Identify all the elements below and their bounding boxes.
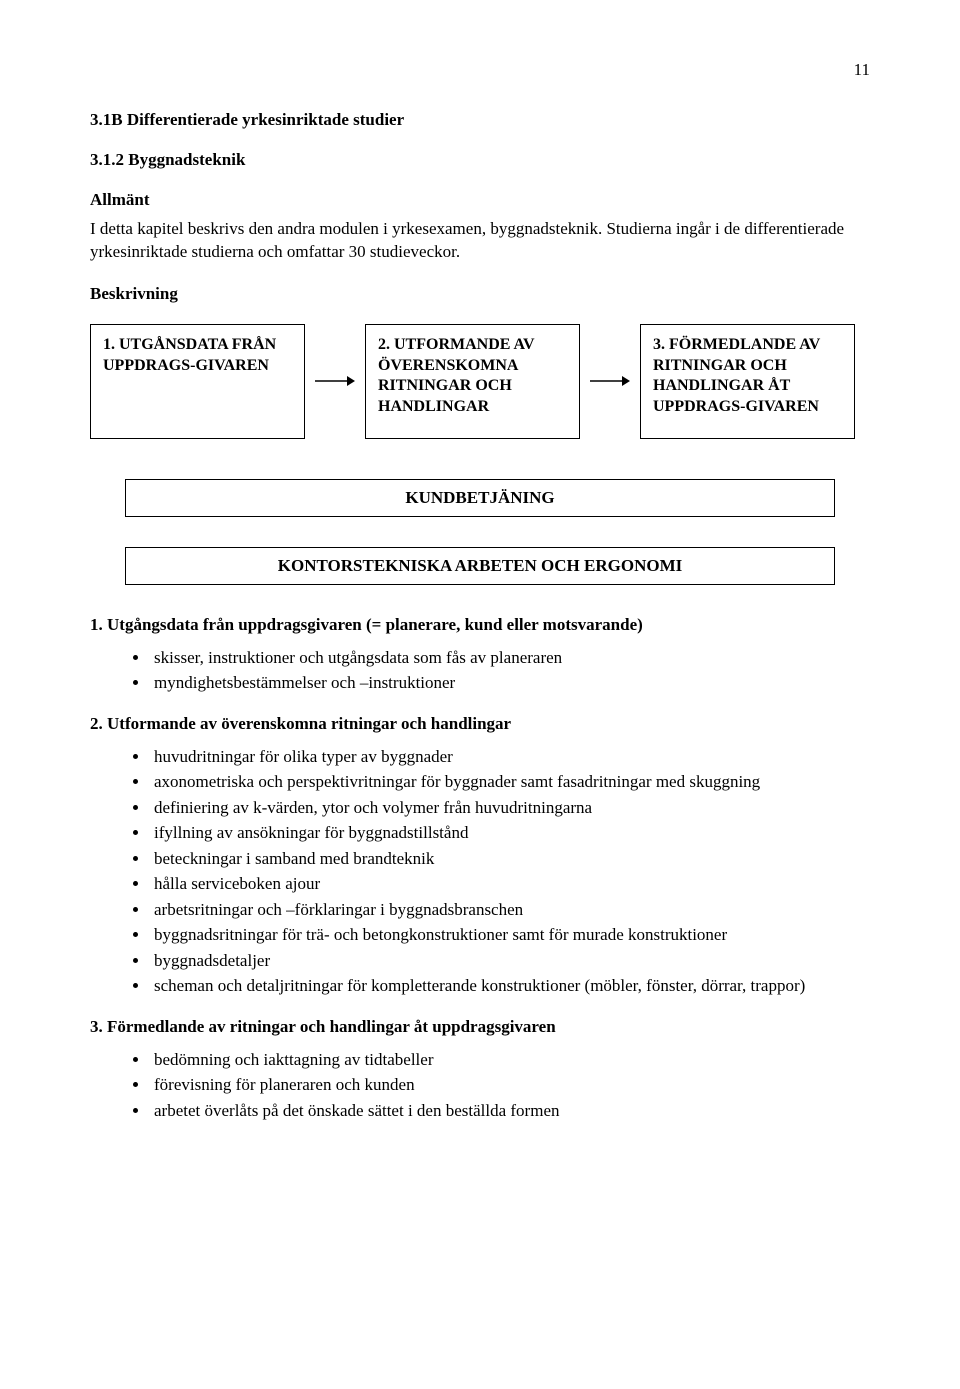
list-item: förevisning för planeraren och kunden bbox=[150, 1072, 870, 1098]
flow-box-2: 2. UTFORMANDE AV ÖVERENSKOMNA RITNINGAR … bbox=[365, 324, 580, 439]
page: 11 3.1B Differentierade yrkesinriktade s… bbox=[0, 0, 960, 1201]
list-item: arbetet överlåts på det önskade sättet i… bbox=[150, 1098, 870, 1124]
heading-subsection: 3.1.2 Byggnadsteknik bbox=[90, 150, 870, 170]
section2-list: huvudritningar för olika typer av byggna… bbox=[90, 744, 870, 999]
list-item: hålla serviceboken ajour bbox=[150, 871, 870, 897]
list-item: axonometriska och perspektivritningar fö… bbox=[150, 769, 870, 795]
subheading-allmant: Allmänt bbox=[90, 190, 870, 210]
list-item: huvudritningar för olika typer av byggna… bbox=[150, 744, 870, 770]
section3-list: bedömning och iakttagning av tidtabeller… bbox=[90, 1047, 870, 1124]
arrow-icon bbox=[305, 324, 365, 439]
list-item: scheman och detaljritningar för komplett… bbox=[150, 973, 870, 999]
list-item: byggnadsdetaljer bbox=[150, 948, 870, 974]
section1-title: 1. Utgångsdata från uppdragsgivaren (= p… bbox=[90, 615, 870, 635]
section1-list: skisser, instruktioner och utgångsdata s… bbox=[90, 645, 870, 696]
wide-box-1: KUNDBETJÄNING bbox=[125, 479, 835, 517]
heading-section: 3.1B Differentierade yrkesinriktade stud… bbox=[90, 110, 870, 130]
list-item: skisser, instruktioner och utgångsdata s… bbox=[150, 645, 870, 671]
subheading-beskrivning: Beskrivning bbox=[90, 284, 870, 304]
section3-title: 3. Förmedlande av ritningar och handling… bbox=[90, 1017, 870, 1037]
list-item: bedömning och iakttagning av tidtabeller bbox=[150, 1047, 870, 1073]
flow-box-1: 1. UTGÅNSDATA FRÅN UPPDRAGS-GIVAREN bbox=[90, 324, 305, 439]
list-item: byggnadsritningar för trä- och betongkon… bbox=[150, 922, 870, 948]
section2-title: 2. Utformande av överenskomna ritningar … bbox=[90, 714, 870, 734]
list-item: arbetsritningar och –förklaringar i bygg… bbox=[150, 897, 870, 923]
intro-text: I detta kapitel beskrivs den andra modul… bbox=[90, 218, 870, 264]
page-number: 11 bbox=[90, 60, 870, 80]
list-item: definiering av k-värden, ytor och volyme… bbox=[150, 795, 870, 821]
list-item: myndighetsbestämmelser och –instruktione… bbox=[150, 670, 870, 696]
wide-box-2: KONTORSTEKNISKA ARBETEN OCH ERGONOMI bbox=[125, 547, 835, 585]
flow-box-3: 3. FÖRMEDLANDE AV RITNINGAR OCH HANDLING… bbox=[640, 324, 855, 439]
flow-diagram: 1. UTGÅNSDATA FRÅN UPPDRAGS-GIVAREN 2. U… bbox=[90, 324, 870, 439]
list-item: beteckningar i samband med brandteknik bbox=[150, 846, 870, 872]
arrow-icon bbox=[580, 324, 640, 439]
list-item: ifyllning av ansökningar för byggnadstil… bbox=[150, 820, 870, 846]
